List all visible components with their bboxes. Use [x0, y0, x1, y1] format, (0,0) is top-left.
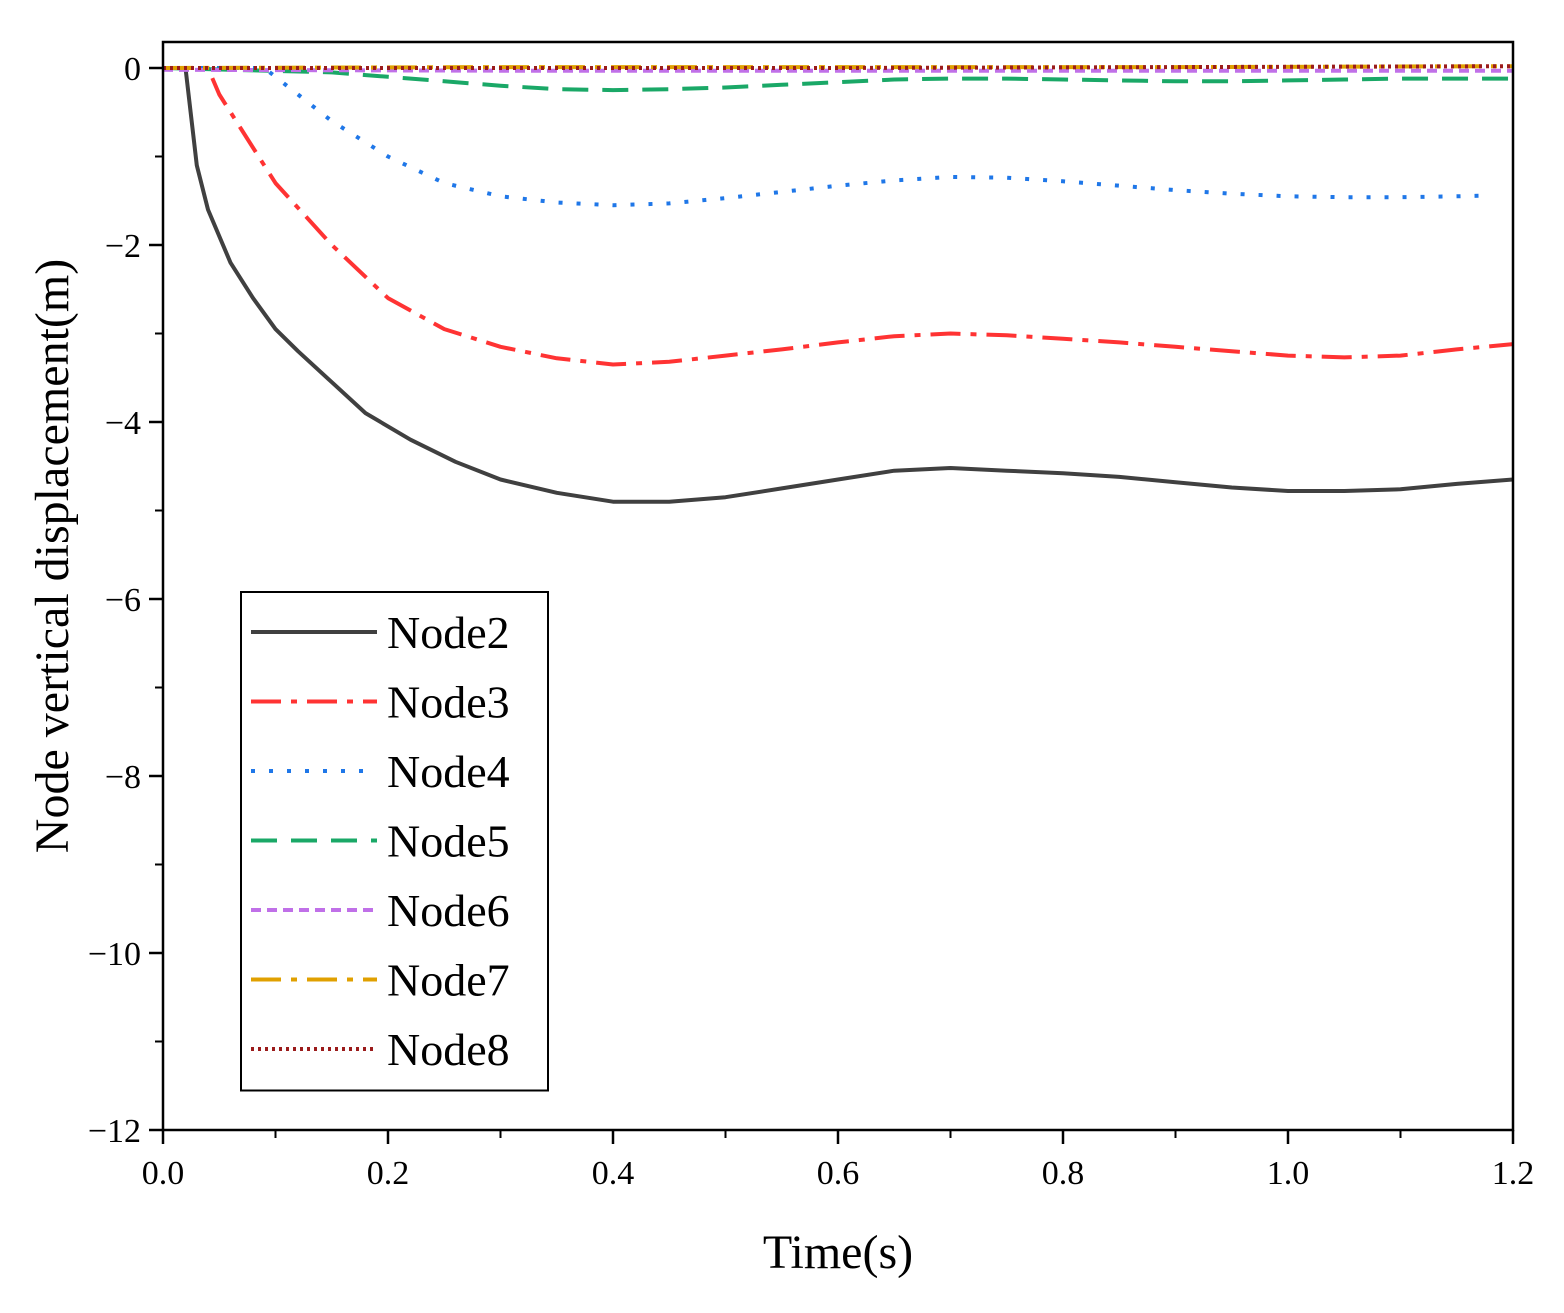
plot-area: [161, 40, 1515, 1132]
x-tick-label: 0.8: [1042, 1155, 1085, 1192]
y-axis-title: Node vertical displacement(m): [26, 259, 79, 853]
legend-label-node4: Node4: [387, 746, 510, 797]
y-tick-label: −12: [88, 1113, 141, 1150]
series-line-node5: [163, 66, 1513, 93]
x-tick-label: 0.2: [367, 1155, 410, 1192]
y-axis: 0 −2 −4 −6 −8 −10 −12: [88, 51, 163, 1150]
y-tick-label: −6: [105, 582, 141, 619]
x-tick-label: 0.6: [817, 1155, 860, 1192]
x-axis: 0.0 0.2 0.4 0.6 0.8 1.0 1.2: [142, 1130, 1535, 1192]
x-tick-label: 0.4: [592, 1155, 635, 1192]
y-tick-label: −10: [88, 936, 141, 973]
x-tick-label: 1.0: [1267, 1155, 1310, 1192]
series-line-node3: [163, 66, 1513, 367]
legend-label-node7: Node7: [387, 955, 510, 1006]
y-tick-label: −8: [105, 759, 141, 796]
series-group: [163, 64, 1513, 504]
legend-label-node8: Node8: [387, 1024, 510, 1075]
series-line-node6: [163, 67, 1513, 73]
legend-label-node6: Node6: [387, 885, 510, 936]
y-tick-label: 0: [124, 51, 141, 88]
series-line-node4: [163, 66, 1491, 208]
legend-label-node3: Node3: [387, 677, 510, 728]
series-line-node2: [163, 66, 1513, 504]
legend-label-node5: Node5: [387, 816, 510, 867]
legend: Node2 Node3 Node4 Node5 Node6 Node7 Node8: [240, 591, 549, 1092]
x-tick-label: 1.2: [1492, 1155, 1535, 1192]
x-tick-label: 0.0: [142, 1155, 185, 1192]
y-tick-label: −4: [105, 405, 141, 442]
x-axis-title: Time(s): [763, 1226, 913, 1279]
y-tick-label: −2: [105, 228, 141, 265]
series-line-node8: [163, 64, 1513, 70]
legend-label-node2: Node2: [387, 607, 510, 658]
